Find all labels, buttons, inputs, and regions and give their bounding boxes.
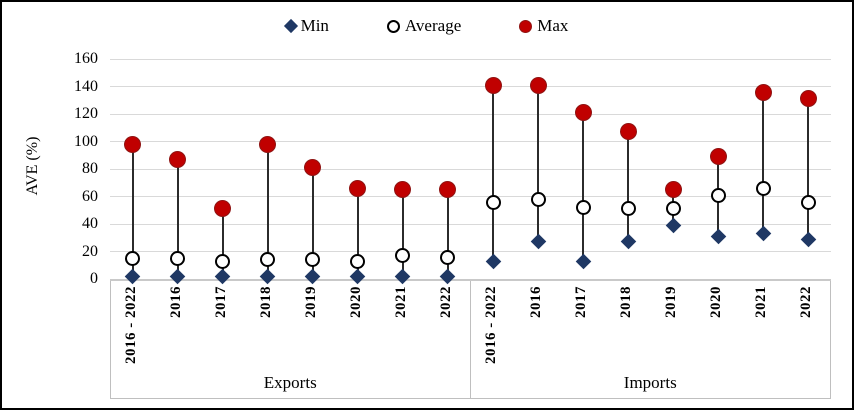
max-marker — [484, 76, 502, 94]
y-tick-label: 120 — [74, 105, 98, 122]
category-group-label: Exports — [263, 373, 317, 392]
average-marker — [395, 248, 411, 264]
average-marker — [530, 191, 546, 207]
y-tick-label: 60 — [82, 187, 98, 205]
average-marker — [215, 253, 231, 269]
legend-label-max: Max — [537, 16, 569, 35]
max-marker — [799, 90, 817, 108]
range-stem — [131, 144, 134, 277]
average-marker — [125, 250, 141, 266]
gridline — [110, 58, 831, 60]
gridline — [110, 196, 831, 197]
min-marker — [620, 234, 636, 250]
range-stem — [221, 208, 224, 277]
legend-item-max: Max — [519, 16, 568, 36]
category-axis: 2016 - 2022 2016 2017 2018 2019 2020 2021 2022 2… — [110, 281, 831, 399]
range-stem — [266, 144, 269, 277]
filled-circle-icon — [519, 19, 533, 33]
max-marker — [619, 123, 637, 141]
y-tick-label: 0 — [90, 270, 98, 287]
average-marker — [305, 252, 321, 268]
range-stem — [492, 85, 495, 262]
range-stem — [807, 98, 810, 240]
min-marker — [530, 234, 546, 250]
min-marker — [575, 253, 591, 269]
y-tick-label: 140 — [74, 77, 98, 95]
average-marker — [755, 180, 771, 196]
range-stem — [356, 188, 359, 277]
min-marker — [485, 253, 501, 269]
x-axis-line — [110, 279, 831, 281]
y-tick-label: 20 — [82, 242, 98, 260]
average-marker — [575, 200, 591, 215]
max-marker — [349, 179, 367, 197]
y-tick-label: 80 — [82, 160, 98, 177]
max-marker — [169, 150, 187, 168]
legend-item-average: Average — [386, 16, 462, 36]
average-marker — [260, 252, 276, 268]
legend-item-min: Min — [283, 16, 329, 36]
y-tick-label: 160 — [74, 50, 98, 67]
max-marker — [439, 181, 457, 199]
category-group-label: Imports — [623, 373, 677, 392]
min-marker — [800, 231, 817, 247]
max-marker — [304, 159, 322, 177]
range-stem — [176, 159, 179, 277]
gridline — [110, 141, 831, 142]
category-group: Imports — [470, 281, 831, 399]
max-marker — [124, 135, 142, 153]
min-marker — [710, 228, 727, 245]
average-marker — [800, 194, 816, 210]
chart-legend: Min Average Max — [2, 14, 852, 38]
max-marker — [529, 76, 547, 94]
average-marker — [350, 253, 366, 269]
max-marker — [754, 83, 772, 101]
max-marker — [574, 104, 592, 122]
range-stem — [582, 112, 585, 262]
average-marker — [620, 201, 636, 217]
max-marker — [259, 135, 277, 153]
plot-area — [110, 58, 831, 285]
average-marker — [440, 249, 456, 265]
y-tick-label: 100 — [74, 132, 98, 150]
gridline — [110, 223, 831, 225]
diamond-icon — [283, 18, 298, 34]
average-marker — [485, 194, 501, 210]
range-stem — [446, 189, 449, 277]
range-stem — [311, 167, 314, 277]
category-group: Exports — [110, 281, 471, 399]
gridline — [110, 168, 831, 170]
range-stem — [537, 85, 540, 242]
max-marker — [664, 181, 682, 199]
max-marker — [709, 148, 727, 166]
range-stem — [401, 189, 404, 277]
average-marker — [170, 250, 186, 266]
average-marker — [665, 201, 681, 217]
min-marker — [755, 225, 772, 242]
max-marker — [394, 181, 412, 199]
min-marker — [665, 217, 682, 234]
max-marker — [214, 200, 232, 218]
legend-label-min: Min — [300, 16, 329, 35]
range-stem — [627, 131, 630, 242]
y-tick-label: 40 — [82, 215, 98, 232]
legend-label-average: Average — [404, 16, 462, 35]
average-marker — [710, 187, 726, 203]
range-stem — [762, 92, 765, 234]
gridline — [110, 251, 831, 252]
gridline — [110, 86, 831, 87]
open-circle-icon — [386, 19, 400, 33]
gridline — [110, 113, 831, 115]
